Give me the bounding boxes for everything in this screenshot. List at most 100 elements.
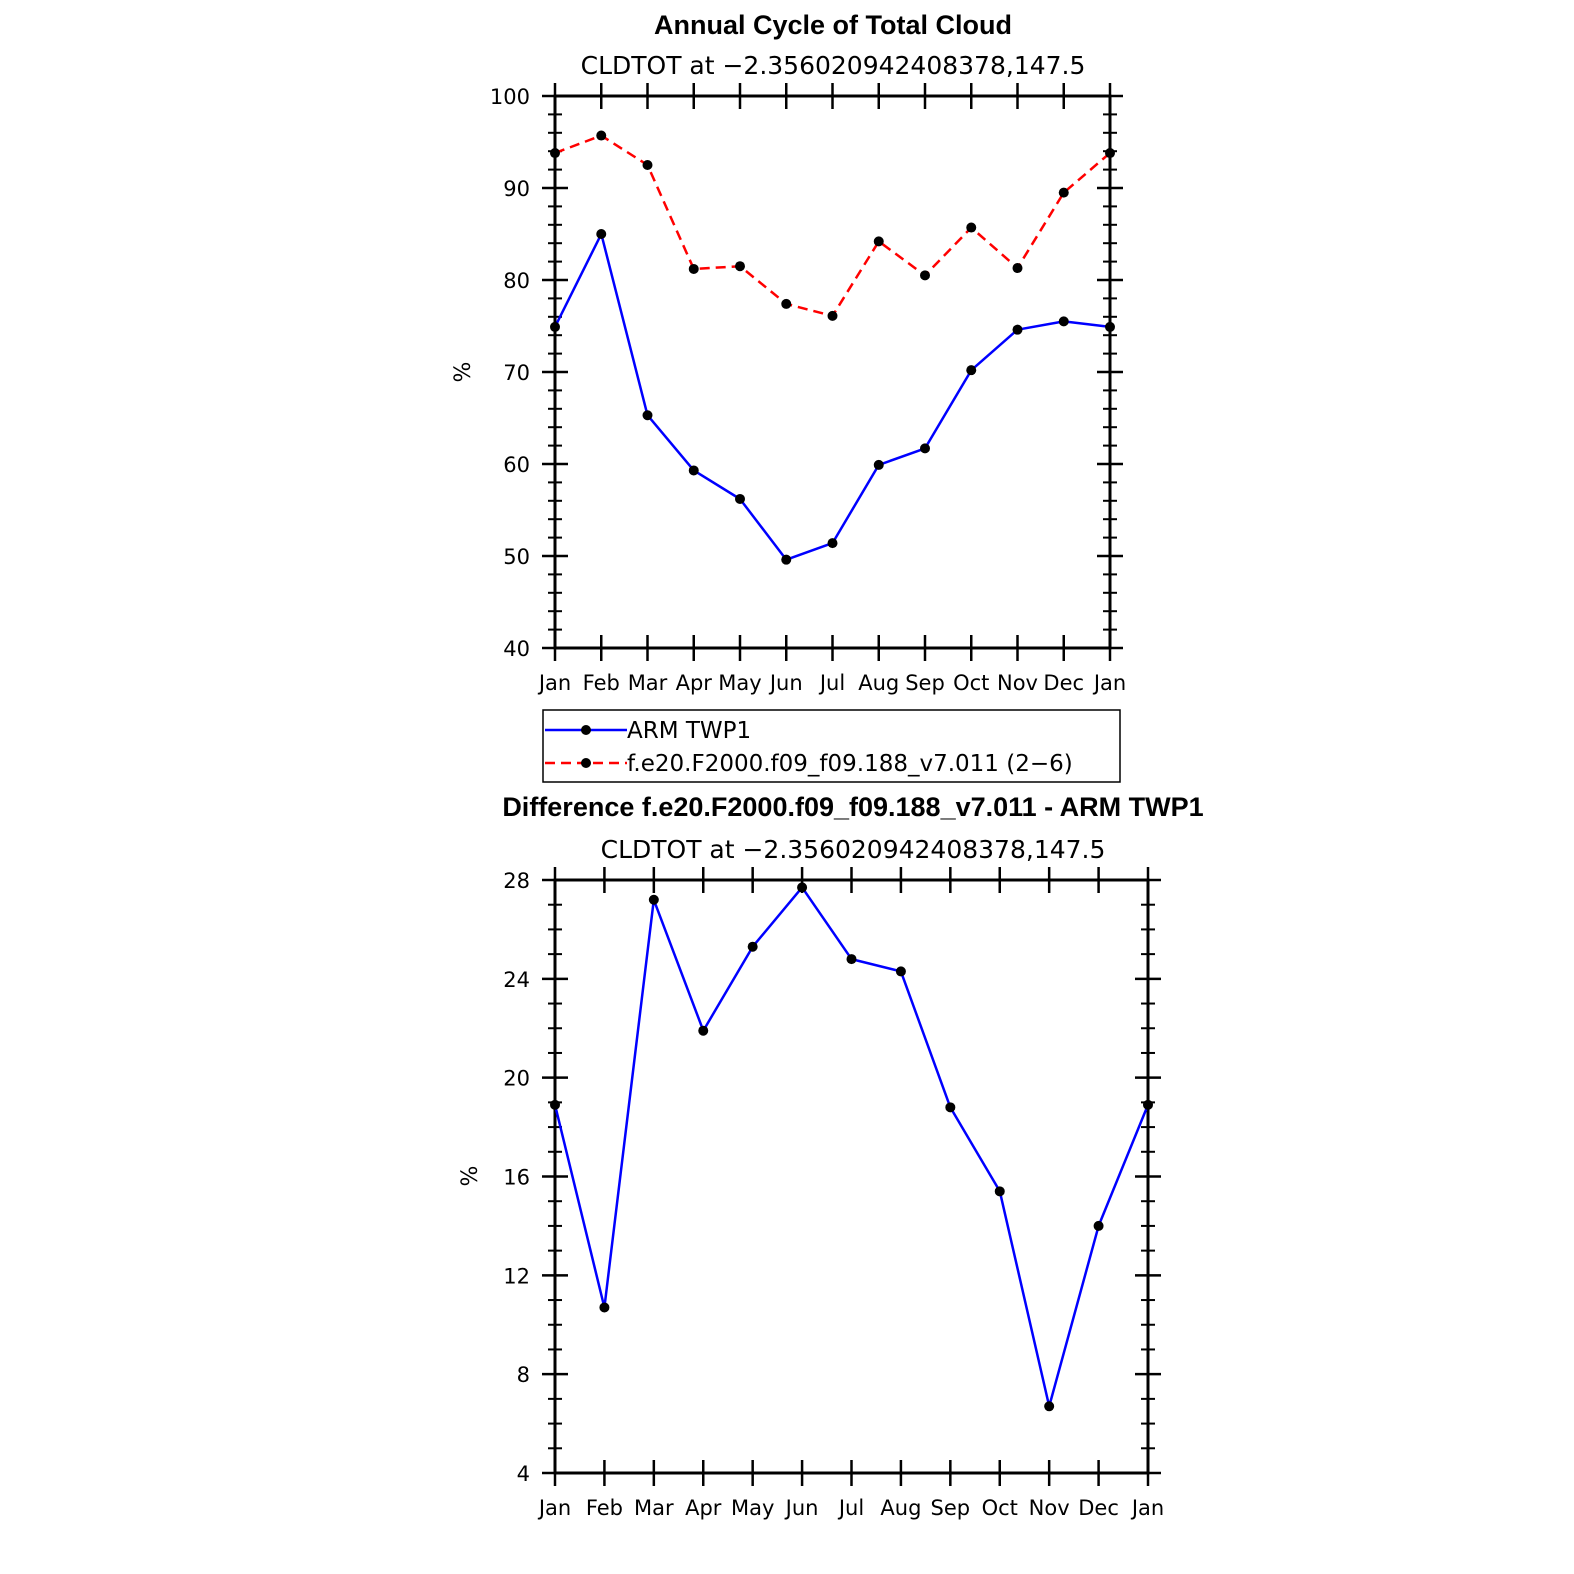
data-point	[873, 459, 884, 470]
x-tick-label: Mar	[634, 1496, 674, 1520]
data-point	[966, 365, 977, 376]
x-tick-label: Jun	[768, 671, 803, 695]
major-ticks	[542, 867, 1161, 1486]
data-point	[1143, 1099, 1153, 1110]
series-layer	[550, 882, 1153, 1412]
minor-ticks	[548, 113, 1117, 631]
y-tick-label: 100	[490, 85, 530, 109]
y-axis-label: %	[458, 1166, 483, 1187]
data-point	[550, 1099, 560, 1110]
series-line	[554, 134, 1111, 318]
x-tick-label: Sep	[931, 1496, 971, 1520]
legend-label-arm: ARM TWP1	[627, 718, 751, 744]
x-tick-labels: Jan Feb Mar Apr May Jun Jul Aug Sep Oct Nov Dec Jan	[537, 1496, 1164, 1520]
y-tick-label: 4	[517, 1462, 530, 1486]
data-point	[596, 130, 607, 141]
x-tick-label: Sep	[905, 671, 945, 695]
data-point	[735, 493, 745, 504]
data-point	[966, 222, 977, 233]
x-tick-label: Jul	[837, 1496, 864, 1520]
y-tick-label: 12	[503, 1264, 530, 1288]
x-tick-label: Apr	[685, 1496, 722, 1520]
x-tick-label: Nov	[1029, 1496, 1070, 1520]
data-point	[781, 554, 792, 565]
x-tick-label: Jan	[537, 1496, 571, 1520]
data-point	[1058, 187, 1069, 198]
y-tick-label: 80	[503, 269, 530, 293]
x-tick-label: Aug	[880, 1496, 921, 1520]
legend: ARM TWP1 f.e20.F2000.f09_f09.188_v7.011 …	[542, 709, 1121, 783]
data-point	[648, 894, 659, 905]
data-point	[827, 538, 838, 549]
y-tick-label: 90	[503, 177, 530, 201]
data-point	[945, 1102, 956, 1113]
data-point	[642, 160, 653, 170]
data-point	[1012, 324, 1023, 335]
x-tick-label: May	[718, 671, 761, 695]
annual-cycle-chart: Annual Cycle of Total Cloud CLDTOT at −2…	[451, 10, 1126, 783]
y-tick-label: 8	[517, 1363, 530, 1387]
x-tick-label: May	[731, 1496, 774, 1520]
legend-box	[542, 709, 1121, 783]
series-layer	[550, 130, 1115, 565]
data-point	[550, 321, 560, 332]
x-tick-labels: Jan Feb Mar Apr May Jun Jul Aug Sep Oct Nov Dec Jan	[537, 671, 1126, 695]
x-tick-label: Feb	[586, 1496, 623, 1520]
data-point	[873, 236, 884, 247]
data-point	[599, 1302, 610, 1313]
plot-frame	[553, 878, 1150, 1475]
data-point	[735, 261, 745, 272]
plot-frame	[553, 94, 1112, 650]
x-tick-label: Jan	[537, 671, 571, 695]
x-tick-label: Aug	[858, 671, 899, 695]
data-point	[1105, 321, 1115, 332]
data-point	[781, 298, 792, 309]
x-tick-label: Oct	[953, 671, 989, 695]
x-tick-label: Feb	[583, 671, 620, 695]
legend-marker-model	[581, 758, 591, 768]
y-tick-label: 24	[503, 968, 530, 992]
data-point	[688, 263, 699, 274]
data-point	[895, 966, 906, 977]
data-point	[747, 941, 758, 952]
data-point	[994, 1186, 1005, 1197]
x-tick-label: Oct	[982, 1496, 1018, 1520]
data-point	[688, 465, 699, 476]
data-point	[920, 443, 930, 454]
x-tick-label: Dec	[1043, 671, 1084, 695]
series-line	[553, 886, 1150, 1408]
y-tick-labels: 4 8 12 16 20 24 28	[503, 869, 530, 1486]
data-point	[846, 954, 857, 965]
data-point	[550, 148, 560, 159]
minor-ticks	[548, 903, 1155, 1450]
chart-title: Annual Cycle of Total Cloud	[654, 10, 1012, 40]
x-tick-label: Mar	[628, 671, 668, 695]
x-tick-label: Nov	[997, 671, 1038, 695]
data-point	[1093, 1220, 1104, 1231]
data-point	[1058, 316, 1069, 327]
chart-subtitle: CLDTOT at −2.356020942408378,147.5	[601, 835, 1106, 864]
data-point	[698, 1025, 709, 1036]
chart-title: Difference f.e20.F2000.f09_f09.188_v7.01…	[502, 792, 1203, 822]
y-tick-label: 50	[503, 545, 530, 569]
x-tick-label: Jul	[818, 671, 845, 695]
data-point	[1012, 263, 1023, 274]
y-tick-label: 60	[503, 453, 530, 477]
legend-marker-arm	[581, 725, 591, 735]
x-tick-label: Dec	[1078, 1496, 1119, 1520]
data-point	[1105, 148, 1115, 159]
y-tick-label: 70	[503, 361, 530, 385]
data-point	[827, 310, 838, 321]
x-tick-label: Jan	[1092, 671, 1126, 695]
y-tick-label: 28	[503, 869, 530, 893]
y-tick-label: 16	[503, 1166, 530, 1190]
x-tick-label: Apr	[676, 671, 713, 695]
major-ticks	[542, 83, 1123, 661]
x-tick-label: Jan	[1130, 1496, 1164, 1520]
data-point	[797, 882, 808, 893]
data-point	[642, 410, 653, 421]
y-axis-label: %	[451, 362, 476, 383]
data-point	[596, 229, 607, 239]
series-line	[553, 232, 1111, 561]
